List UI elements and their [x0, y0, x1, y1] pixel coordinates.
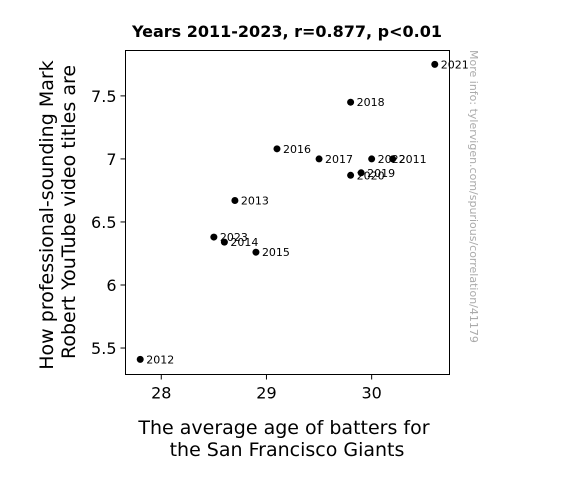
data-point-2021	[431, 60, 439, 68]
data-point-2013	[231, 197, 239, 205]
data-point-2019	[357, 169, 365, 177]
point-label-2022: 2022	[378, 153, 406, 166]
data-point-2016	[273, 145, 281, 153]
y-axis-label-line-1: How professional-sounding Mark	[36, 60, 58, 369]
point-label-2018: 2018	[357, 96, 385, 109]
x-tick-label: 28	[151, 384, 171, 403]
data-point-2020	[347, 171, 355, 179]
x-axis-label-line-2: the San Francisco Giants	[170, 439, 405, 461]
y-axis: 5.5 6 6.5 7 7.5	[91, 87, 126, 358]
point-label-2013: 2013	[241, 195, 269, 208]
y-axis-label-line-2: Robert YouTube video titles are	[58, 65, 80, 359]
y-tick-label: 7	[106, 150, 116, 169]
point-label-2020: 2020	[357, 169, 385, 182]
x-axis: 28 29 30	[151, 374, 382, 403]
y-tick-label: 7.5	[91, 87, 116, 106]
data-point-2014	[220, 238, 228, 246]
point-label-2011: 2011	[399, 153, 427, 166]
plot-frame	[125, 50, 450, 375]
data-point-2018	[347, 98, 355, 106]
y-tick-label: 6.5	[91, 213, 116, 232]
data-point-2022	[368, 155, 376, 163]
point-label-2019: 2019	[367, 167, 395, 180]
x-tick-label: 29	[256, 384, 276, 403]
point-label-2017: 2017	[325, 153, 353, 166]
point-label-2021: 2021	[441, 58, 469, 71]
data-point-2023	[210, 233, 218, 241]
data-point-2012	[136, 355, 144, 363]
y-tick-label: 5.5	[91, 339, 116, 358]
x-axis-label-line-1: The average age of batters for	[137, 417, 429, 439]
x-axis-label: The average age of batters for the San F…	[137, 417, 435, 461]
point-label-2023: 2023	[220, 231, 248, 244]
x-tick-label: 30	[361, 384, 381, 403]
point-label-2014: 2014	[230, 236, 258, 249]
point-label-2015: 2015	[262, 246, 290, 259]
y-axis-label: How professional-sounding Mark Robert Yo…	[36, 54, 80, 369]
data-point-2017	[315, 155, 323, 163]
point-label-2016: 2016	[283, 143, 311, 156]
watermark: More info: tylervigen.com/spurious/corre…	[467, 50, 480, 343]
y-tick-label: 6	[106, 276, 116, 295]
data-points: 2011 2012 2013 2014 2015 2016 2017 2018 20192020…	[136, 58, 469, 366]
data-point-2011	[389, 155, 397, 163]
data-point-2015	[252, 248, 260, 256]
point-label-2012: 2012	[146, 353, 174, 366]
chart-title: Years 2011-2023, r=0.877, p<0.01	[131, 22, 442, 41]
